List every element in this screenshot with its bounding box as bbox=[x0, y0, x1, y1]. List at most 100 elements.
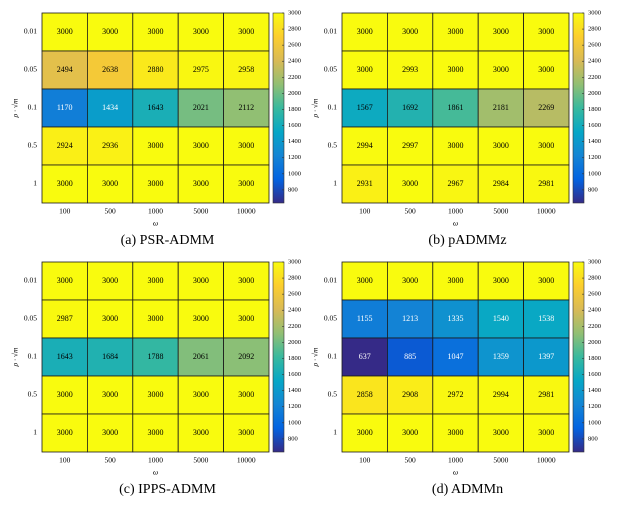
cell-label: 3000 bbox=[493, 276, 509, 285]
colorbar-tick-label: 1400 bbox=[288, 138, 301, 145]
x-tick-label: 10000 bbox=[537, 207, 556, 216]
panel: 3000 3000 3000 3000 3000 1155 1213 1335 1540 1538… bbox=[311, 258, 601, 497]
cell-label: 3000 bbox=[57, 179, 73, 188]
colorbar-tick-label: 800 bbox=[588, 186, 598, 193]
cell bbox=[432, 50, 479, 90]
y-tick-label: 0.01 bbox=[324, 276, 337, 285]
cell-label: 3000 bbox=[493, 428, 509, 437]
cell-label: 3000 bbox=[238, 390, 254, 399]
x-tick-label: 10000 bbox=[237, 207, 256, 216]
colorbar-tick-label: 1200 bbox=[288, 403, 301, 410]
cell-label: 885 bbox=[404, 352, 416, 361]
cell-label: 2858 bbox=[357, 390, 373, 399]
colorbar-tick-label: 2800 bbox=[288, 275, 301, 282]
colorbar-tick-label: 1800 bbox=[588, 106, 601, 113]
cell-label: 2993 bbox=[402, 65, 418, 74]
x-tick-label: 5000 bbox=[193, 456, 208, 465]
cell bbox=[132, 413, 179, 453]
cell bbox=[41, 299, 88, 339]
colorbar-tick-label: 800 bbox=[288, 435, 298, 442]
cell-label: 3000 bbox=[238, 27, 254, 36]
cell bbox=[387, 12, 434, 52]
cell bbox=[387, 413, 434, 453]
cell bbox=[177, 299, 224, 339]
cell-label: 3000 bbox=[57, 428, 73, 437]
colorbar-tick-label: 1600 bbox=[288, 122, 301, 129]
cell bbox=[132, 12, 179, 52]
y-tick-label: 0.05 bbox=[24, 65, 37, 74]
y-tick-label: 0.5 bbox=[28, 390, 38, 399]
colorbar-tick-label: 3000 bbox=[288, 258, 301, 265]
cell bbox=[41, 413, 88, 453]
colorbar-tick-label: 800 bbox=[588, 435, 598, 442]
cell-label: 3000 bbox=[57, 27, 73, 36]
cell-label: 3000 bbox=[193, 428, 209, 437]
cell bbox=[387, 375, 434, 415]
cell-label: 2994 bbox=[493, 390, 509, 399]
colorbar-tick-label: 2600 bbox=[588, 42, 601, 49]
cell-label: 2908 bbox=[402, 390, 418, 399]
cell-label: 1538 bbox=[538, 314, 554, 323]
cell bbox=[523, 337, 570, 377]
cell bbox=[523, 375, 570, 415]
cell bbox=[341, 413, 388, 453]
colorbar-tick-label: 2600 bbox=[288, 42, 301, 49]
cell-label: 3000 bbox=[148, 428, 164, 437]
y-tick-label: 0.5 bbox=[28, 141, 38, 150]
cell bbox=[341, 12, 388, 52]
colorbar-tick-label: 1600 bbox=[588, 122, 601, 129]
cell-label: 1047 bbox=[448, 352, 464, 361]
colorbar-tick-label: 2800 bbox=[588, 275, 601, 282]
colorbar-tick-label: 2400 bbox=[588, 307, 601, 314]
cell-label: 2981 bbox=[538, 390, 554, 399]
x-tick-label: 100 bbox=[359, 456, 371, 465]
colorbar-tick-label: 800 bbox=[288, 186, 298, 193]
cell bbox=[41, 126, 88, 166]
cell bbox=[132, 299, 179, 339]
cell-label: 2494 bbox=[57, 65, 73, 74]
cell-label: 2931 bbox=[357, 179, 373, 188]
colorbar-tick-label: 2200 bbox=[588, 74, 601, 81]
caption: (a) PSR-ADMM bbox=[121, 233, 215, 248]
cell-label: 3000 bbox=[357, 276, 373, 285]
x-tick-label: 10000 bbox=[237, 456, 256, 465]
caption: (d) ADMMn bbox=[432, 482, 503, 497]
x-tick-label: 100 bbox=[59, 207, 71, 216]
cell-label: 3000 bbox=[148, 27, 164, 36]
y-tick-label: 0.5 bbox=[328, 390, 338, 399]
cell-label: 2924 bbox=[57, 141, 73, 150]
y-tick-label: 1 bbox=[33, 428, 37, 437]
cell-label: 3000 bbox=[238, 428, 254, 437]
colorbar-tick-label: 1800 bbox=[588, 355, 601, 362]
cell-label: 3000 bbox=[448, 141, 464, 150]
y-tick-label: 1 bbox=[333, 179, 337, 188]
y-axis-label: ρ · √m bbox=[11, 347, 20, 367]
y-axis-label: ρ · √m bbox=[311, 347, 320, 367]
cell-label: 2092 bbox=[238, 352, 254, 361]
cell-label: 3000 bbox=[448, 27, 464, 36]
cell-label: 3000 bbox=[193, 390, 209, 399]
cell-label: 1335 bbox=[448, 314, 464, 323]
cell-label: 3000 bbox=[102, 428, 118, 437]
colorbar-tick-label: 1000 bbox=[288, 170, 301, 177]
cell-label: 1213 bbox=[402, 314, 418, 323]
cell-label: 3000 bbox=[193, 276, 209, 285]
colorbar-tick-label: 2400 bbox=[588, 58, 601, 65]
cell-label: 1359 bbox=[493, 352, 509, 361]
colorbar-tick-label: 1400 bbox=[588, 387, 601, 394]
y-tick-label: 0.05 bbox=[24, 314, 37, 323]
cell-label: 3000 bbox=[148, 141, 164, 150]
cell-label: 2112 bbox=[238, 103, 254, 112]
colorbar-tick-label: 1200 bbox=[588, 403, 601, 410]
cell-label: 3000 bbox=[57, 390, 73, 399]
y-tick-label: 0.01 bbox=[324, 27, 337, 36]
cell bbox=[87, 337, 134, 377]
cell-label: 1567 bbox=[357, 103, 373, 112]
cell bbox=[387, 50, 434, 90]
cell-label: 3000 bbox=[538, 27, 554, 36]
cell bbox=[132, 164, 179, 204]
cell-label: 2181 bbox=[493, 103, 509, 112]
cell bbox=[41, 50, 88, 90]
cell bbox=[523, 299, 570, 339]
